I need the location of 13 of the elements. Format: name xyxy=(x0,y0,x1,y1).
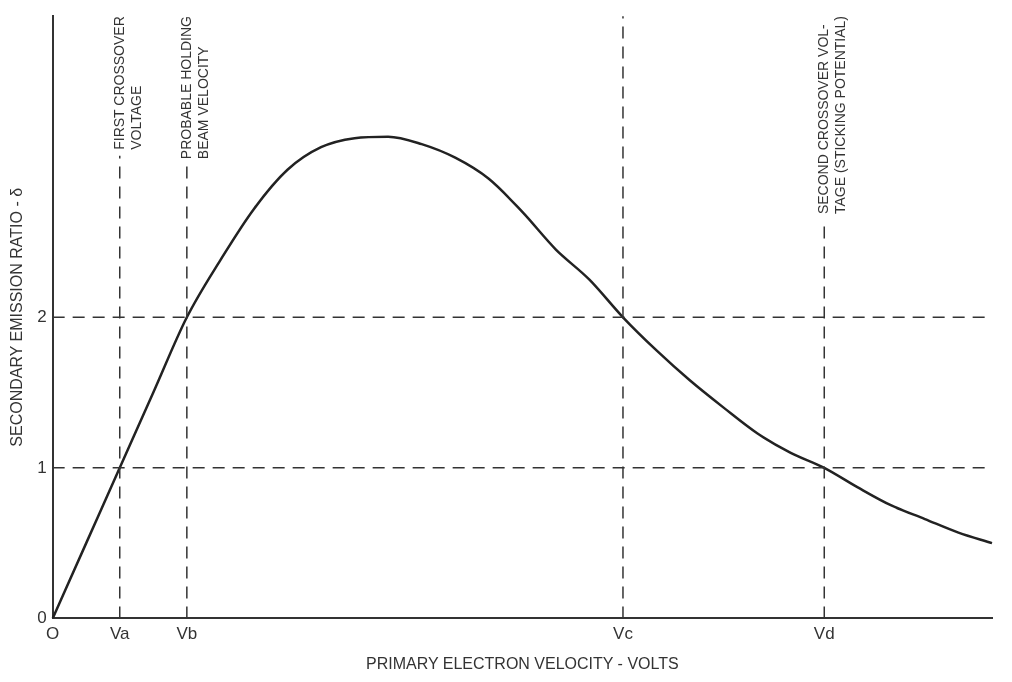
y-tick-label: 2 xyxy=(37,306,47,326)
y-tick-label: 0 xyxy=(37,608,47,628)
x-axis-title: PRIMARY ELECTRON VELOCITY - VOLTS xyxy=(365,654,679,672)
ref-line-label: SECOND CROSSOVER VOL- TAGE (STICKING POTENTIAL) xyxy=(815,16,849,215)
x-tick-label: Va xyxy=(109,624,131,644)
x-tick-label: Vd xyxy=(813,624,835,644)
y-axis-title: SECONDARY EMISSION RATIO - δ xyxy=(8,187,26,447)
x-tick-label: Vc xyxy=(613,624,634,644)
y-tick-label: 1 xyxy=(37,457,47,477)
x-tick-label: Vb xyxy=(176,624,198,644)
ref-line-label: FIRST CROSSOVER VOLTAGE xyxy=(110,16,144,150)
ref-line-label: PROBABLE HOLDING BEAM VELOCITY xyxy=(177,16,211,160)
x-tick-label: O xyxy=(46,624,60,644)
